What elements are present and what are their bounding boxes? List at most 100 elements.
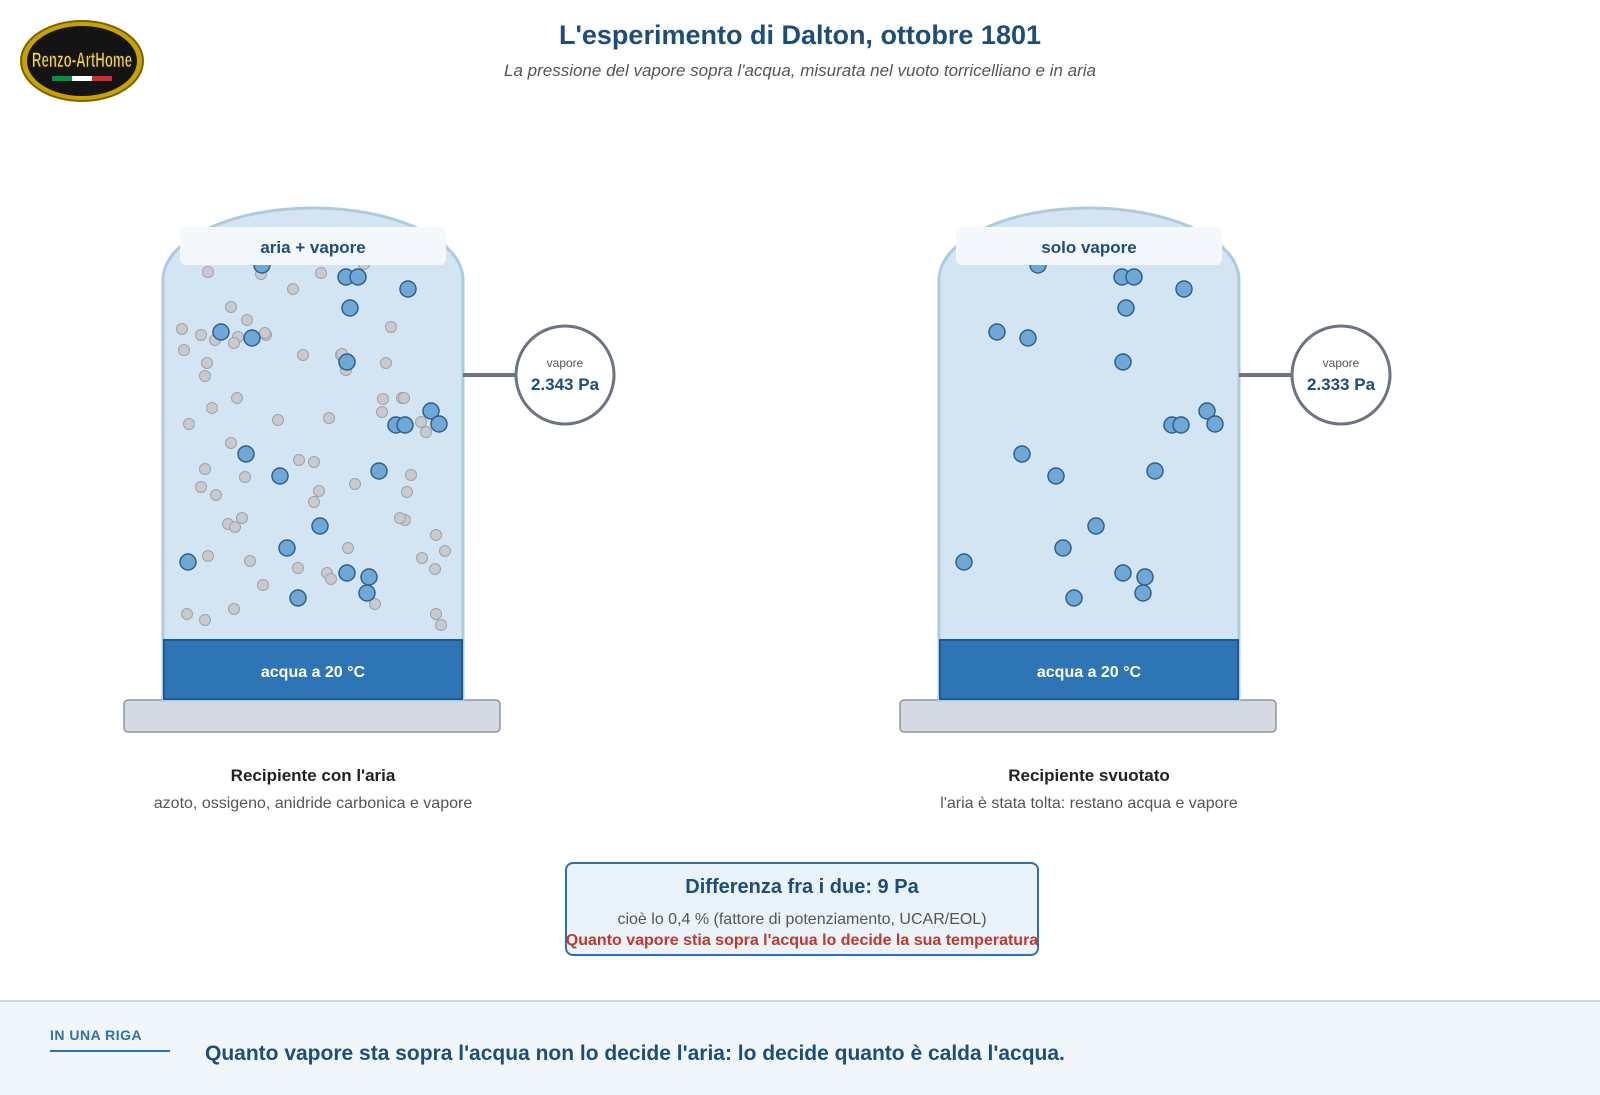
pressure-gauge [514, 324, 616, 426]
vapor-molecule [396, 416, 414, 434]
air-molecule [201, 357, 213, 369]
difference-note: Quanto vapore stia sopra l'acqua lo deci… [565, 932, 1039, 949]
renzo-arthome-logo: Renzo-ArtHome [20, 20, 144, 102]
air-molecule [229, 521, 241, 533]
caption-sub-with-air: azoto, ossigeno, anidride carbonica e va… [153, 795, 473, 812]
vapor-molecule [1047, 467, 1065, 485]
vapor-molecule [399, 280, 417, 298]
air-molecule [325, 573, 337, 585]
vapor-molecule [1198, 402, 1216, 420]
air-molecule [259, 327, 271, 339]
air-molecule [435, 619, 447, 631]
air-molecule [369, 598, 381, 610]
bell-label: aria + vapore [260, 238, 365, 257]
air-molecule [394, 512, 406, 524]
container-vacuum: acqua a 20 °C solo vapore vapore 2.333 P… [899, 206, 1392, 733]
vapor-molecule [243, 329, 261, 347]
bell-label-bg [956, 227, 1222, 265]
glass-bell [937, 206, 1241, 702]
summary-footer: IN UNA RIGA Quanto vapore sta sopra l'ac… [0, 1000, 1600, 1095]
vapor-molecule [1117, 299, 1135, 317]
air-molecule [429, 563, 441, 575]
vapor-molecule [1087, 517, 1105, 535]
air-molecule [228, 337, 240, 349]
vapor-molecule [341, 299, 359, 317]
difference-detail: cioè lo 0,4 % (fattore di potenziamento,… [617, 911, 987, 928]
vapor-molecule [289, 589, 307, 607]
vapor-molecule [1114, 564, 1132, 582]
air-molecule [195, 329, 207, 341]
difference-box: Differenza fra i due: 9 Pa cioè lo 0,4 %… [565, 862, 1039, 956]
air-molecule [308, 456, 320, 468]
vapor-molecule [1114, 353, 1132, 371]
vapor-molecule [338, 564, 356, 582]
air-molecule [349, 478, 361, 490]
air-molecule [398, 392, 410, 404]
vapor-molecule [358, 584, 376, 602]
vapor-molecule [360, 568, 378, 586]
particle-field [955, 256, 1224, 607]
vapor-molecule [237, 445, 255, 463]
vapor-molecule [370, 462, 388, 480]
gauge-label: vapore [547, 356, 584, 370]
air-molecule [323, 412, 335, 424]
air-molecule [380, 357, 392, 369]
air-molecule [405, 469, 417, 481]
vapor-molecule [430, 415, 448, 433]
vapor-molecule [278, 539, 296, 557]
vapor-molecule [179, 553, 197, 571]
air-molecule [199, 614, 211, 626]
difference-title: Differenza fra i due: 9 Pa [685, 876, 919, 898]
air-molecule [293, 454, 305, 466]
air-molecule [195, 481, 207, 493]
air-molecule [272, 414, 284, 426]
air-molecule [401, 486, 413, 498]
bell-label-bg [180, 227, 446, 265]
vapor-molecule [1019, 329, 1037, 347]
air-molecule [210, 489, 222, 501]
air-molecule [342, 542, 354, 554]
svg-text:Renzo-ArtHome: Renzo-ArtHome [32, 48, 132, 72]
vapor-molecule [1175, 280, 1193, 298]
vapor-molecule [1172, 416, 1190, 434]
air-molecule [297, 349, 309, 361]
air-molecule [225, 301, 237, 313]
footer-rule [50, 1050, 170, 1052]
vapor-molecule [212, 323, 230, 341]
page-title: L'esperimento di Dalton, ottobre 1801 [558, 20, 1041, 50]
vapor-molecule [311, 517, 329, 535]
vapor-molecule [955, 553, 973, 571]
air-molecule [239, 471, 251, 483]
air-molecule [420, 426, 432, 438]
air-molecule [377, 393, 389, 405]
air-molecule [315, 267, 327, 279]
gauge-label: vapore [1323, 356, 1360, 370]
footer-text: Quanto vapore sta sopra l'acqua non lo d… [205, 1042, 1065, 1065]
caption-title-with-air: Recipiente con l'aria [230, 766, 396, 785]
vapor-molecule [988, 323, 1006, 341]
air-molecule [430, 608, 442, 620]
air-molecule [178, 344, 190, 356]
vapor-molecule [271, 467, 289, 485]
air-molecule [231, 392, 243, 404]
air-molecule [376, 406, 388, 418]
air-molecule [439, 545, 451, 557]
vapor-molecule [422, 402, 440, 420]
air-molecule [313, 485, 325, 497]
gauge-value: 2.343 Pa [531, 375, 600, 394]
water-label: acqua a 20 °C [261, 664, 366, 681]
vapor-molecule [1013, 445, 1031, 463]
base-plate [899, 699, 1277, 733]
gauge-value: 2.333 Pa [1307, 375, 1376, 394]
page-subtitle: La pressione del vapore sopra l'acqua, m… [504, 61, 1096, 80]
air-molecule [225, 437, 237, 449]
air-molecule [241, 314, 253, 326]
vapor-molecule [1125, 268, 1143, 286]
air-molecule [199, 463, 211, 475]
air-molecule [244, 555, 256, 567]
water [939, 639, 1239, 700]
air-molecule [416, 552, 428, 564]
bell-label: solo vapore [1041, 238, 1136, 257]
